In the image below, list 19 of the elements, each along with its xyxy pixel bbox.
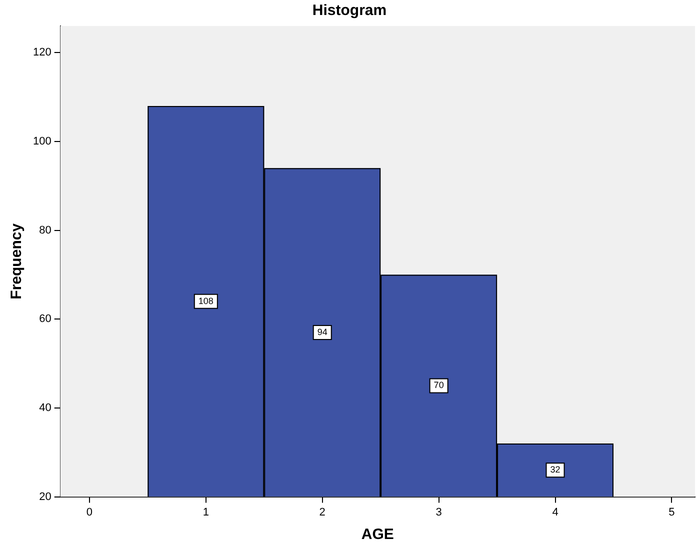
x-tick-label: 5 xyxy=(668,506,675,518)
x-tick-label: 2 xyxy=(319,506,326,518)
x-tick-label: 4 xyxy=(552,506,558,518)
data-label: 70 xyxy=(434,380,444,390)
y-tick-label: 80 xyxy=(39,224,52,236)
x-tick-label: 0 xyxy=(86,506,93,518)
y-tick-label: 40 xyxy=(39,402,52,414)
y-axis-title: Frequency xyxy=(8,222,26,300)
data-label: 32 xyxy=(550,464,560,475)
x-axis-title: AGE xyxy=(361,526,394,544)
data-label: 108 xyxy=(198,296,214,306)
chart-title: Histogram xyxy=(312,2,387,20)
y-tick-label: 20 xyxy=(39,490,52,503)
x-tick-label: 1 xyxy=(202,506,209,518)
y-tick-label: 100 xyxy=(32,136,52,148)
y-tick-label: 60 xyxy=(39,313,52,326)
x-tick-label: 3 xyxy=(436,506,442,518)
data-label: 94 xyxy=(317,326,328,337)
y-tick-label: 120 xyxy=(32,46,52,59)
